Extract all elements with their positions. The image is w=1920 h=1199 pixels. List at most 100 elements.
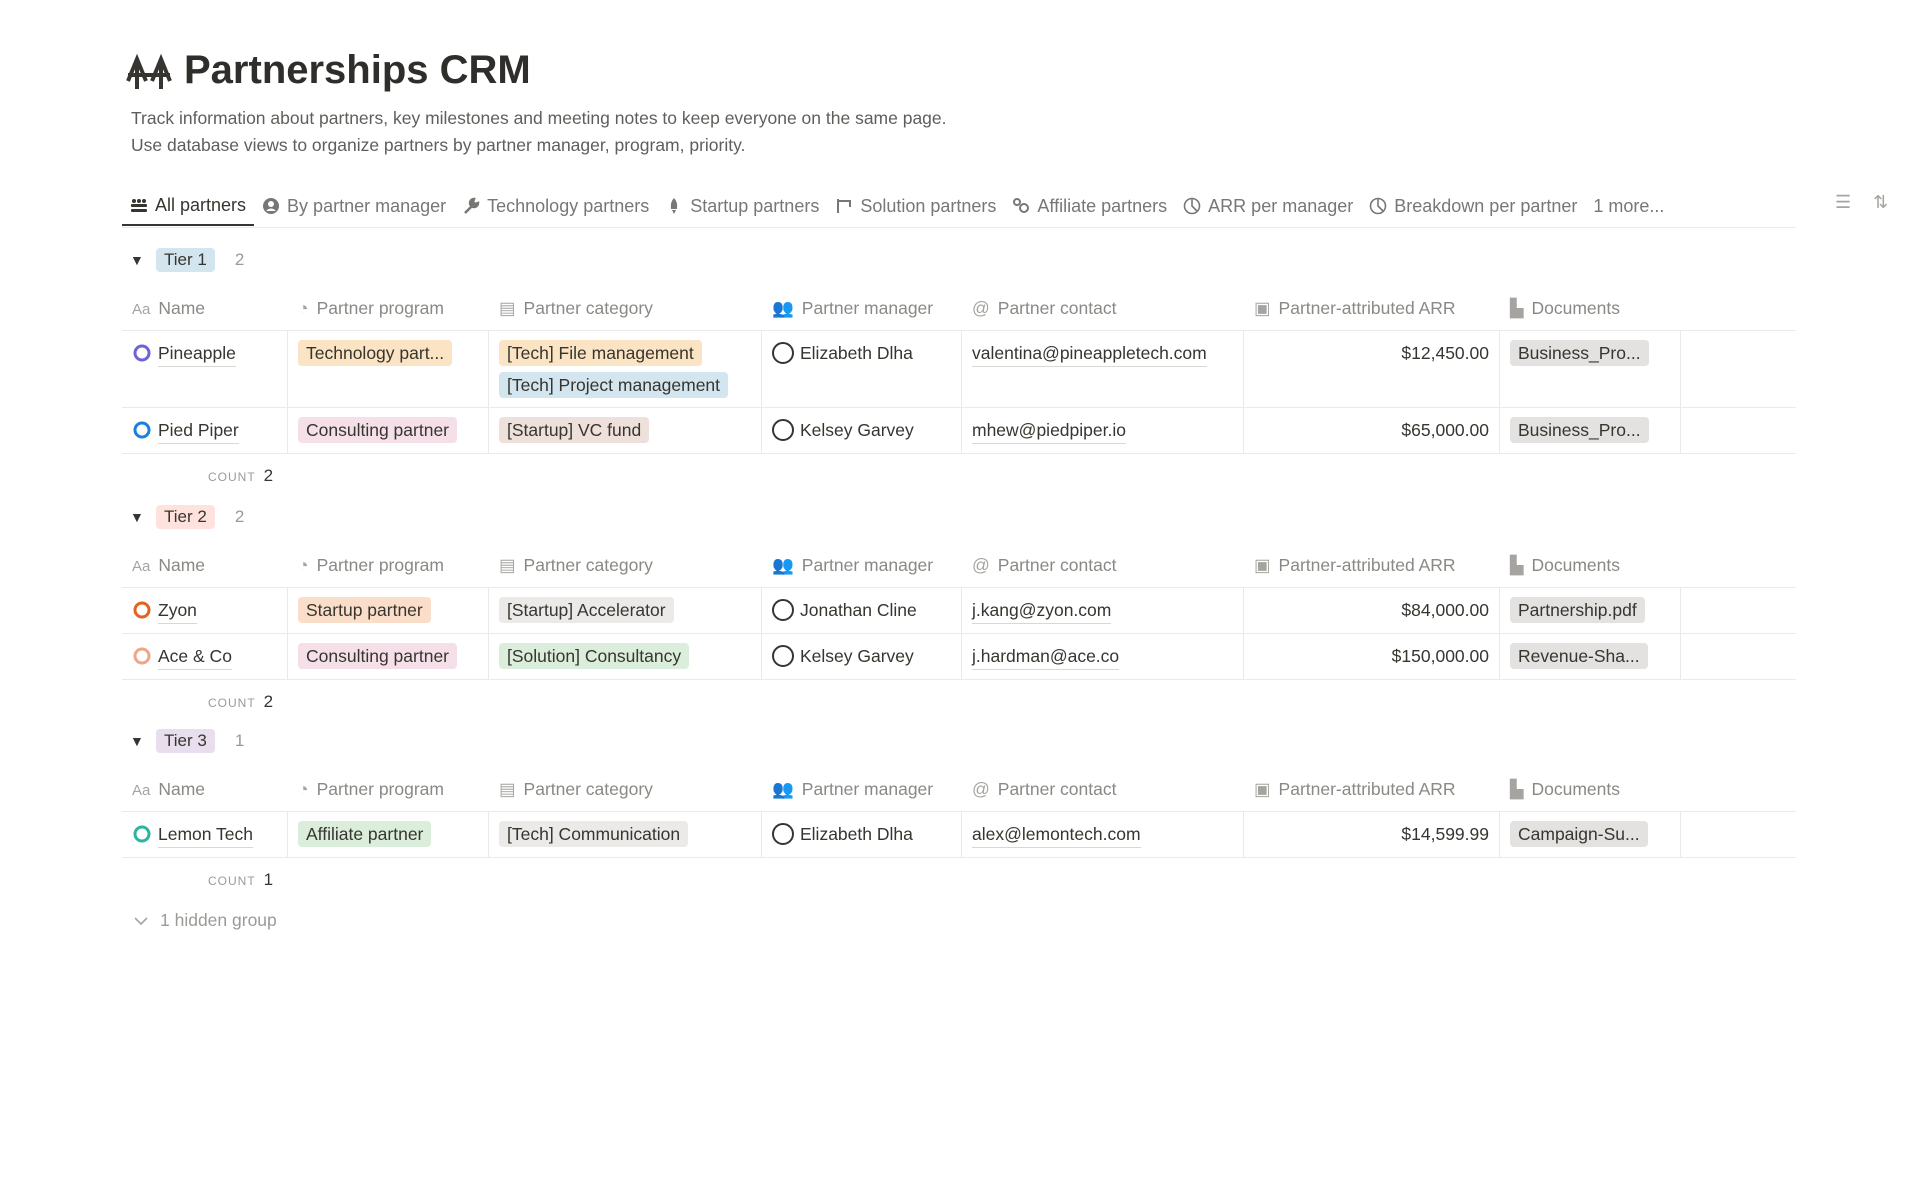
column-header[interactable]: 👥 Partner manager: [762, 768, 962, 811]
column-header[interactable]: ▤ Partner category: [489, 768, 762, 811]
column-header[interactable]: Aa Name: [122, 544, 288, 587]
arr-cell[interactable]: $65,000.00: [1244, 408, 1500, 453]
contact-email[interactable]: j.hardman@ace.co: [972, 643, 1120, 670]
table-row[interactable]: Ace & Co Consulting partner [Solution] C…: [122, 634, 1796, 680]
manager-cell[interactable]: Elizabeth Dlha: [762, 331, 962, 407]
collapse-triangle-icon[interactable]: ▼: [130, 252, 144, 268]
manager-cell[interactable]: Elizabeth Dlha: [762, 812, 962, 857]
column-header[interactable]: ◔ Partner program: [288, 287, 489, 330]
column-header[interactable]: 👥 Partner manager: [762, 544, 962, 587]
name-cell[interactable]: Ace & Co: [122, 634, 288, 679]
partner-name[interactable]: Lemon Tech: [158, 821, 254, 848]
arr-cell[interactable]: $12,450.00: [1244, 331, 1500, 407]
document-chip[interactable]: Business_Pro...: [1510, 417, 1649, 443]
contact-email[interactable]: mhew@piedpiper.io: [972, 417, 1126, 444]
contact-cell[interactable]: mhew@piedpiper.io: [962, 408, 1244, 453]
tab-breakdown-per-partner[interactable]: Breakdown per partner: [1361, 186, 1585, 226]
arr-cell[interactable]: $84,000.00: [1244, 588, 1500, 633]
category-cell[interactable]: [Solution] Consultancy: [489, 634, 762, 679]
table-row[interactable]: Pineapple Technology part... [Tech] File…: [122, 331, 1796, 408]
documents-cell[interactable]: Campaign-Su...: [1500, 812, 1681, 857]
contact-email[interactable]: j.kang@zyon.com: [972, 597, 1112, 624]
tab-solution-partners[interactable]: Solution partners: [827, 186, 1004, 226]
column-header[interactable]: ◔ Partner program: [288, 768, 489, 811]
tier-tag[interactable]: Tier 3: [156, 729, 215, 753]
manager-cell[interactable]: Jonathan Cline: [762, 588, 962, 633]
arr-value: $84,000.00: [1401, 600, 1489, 620]
column-header[interactable]: Aa Name: [122, 768, 288, 811]
name-cell[interactable]: Zyon: [122, 588, 288, 633]
contact-cell[interactable]: j.hardman@ace.co: [962, 634, 1244, 679]
program-cell[interactable]: Affiliate partner: [288, 812, 489, 857]
contact-cell[interactable]: j.kang@zyon.com: [962, 588, 1244, 633]
category-cell[interactable]: [Startup] Accelerator: [489, 588, 762, 633]
arr-cell[interactable]: $14,599.99: [1244, 812, 1500, 857]
table-row[interactable]: Lemon Tech Affiliate partner [Tech] Comm…: [122, 812, 1796, 858]
tier-tag[interactable]: Tier 2: [156, 505, 215, 529]
documents-cell[interactable]: Partnership.pdf: [1500, 588, 1681, 633]
table-row[interactable]: Zyon Startup partner [Startup] Accelerat…: [122, 588, 1796, 634]
hidden-group-toggle[interactable]: 1 hidden group: [132, 910, 277, 931]
manager-cell[interactable]: Kelsey Garvey: [762, 408, 962, 453]
tier-group: ▼ Tier 1 2 Aa Name ◔ Partner program ▤ Partner c…: [122, 244, 1796, 486]
program-cell[interactable]: Startup partner: [288, 588, 489, 633]
category-cell[interactable]: [Tech] Communication: [489, 812, 762, 857]
document-chip[interactable]: Revenue-Sha...: [1510, 643, 1648, 669]
tab-arr-per-manager[interactable]: ARR per manager: [1175, 186, 1361, 226]
program-cell[interactable]: Technology part...: [288, 331, 489, 407]
partner-name[interactable]: Pineapple: [158, 340, 236, 367]
contact-email[interactable]: alex@lemontech.com: [972, 821, 1141, 848]
count-label: COUNT: [208, 696, 256, 710]
column-header[interactable]: Aa Name: [122, 287, 288, 330]
name-cell[interactable]: Lemon Tech: [122, 812, 288, 857]
category-cell[interactable]: [Tech] File management [Tech] Project man…: [489, 331, 762, 407]
column-header[interactable]: ◔ Partner program: [288, 544, 489, 587]
column-header[interactable]: ▣ Partner-attributed ARR: [1244, 768, 1500, 811]
collapse-triangle-icon[interactable]: ▼: [130, 509, 144, 525]
tab-technology-partners[interactable]: Technology partners: [454, 186, 657, 226]
manager-cell[interactable]: Kelsey Garvey: [762, 634, 962, 679]
table-row[interactable]: Pied Piper Consulting partner [Startup] …: [122, 408, 1796, 454]
tab-affiliate-partners[interactable]: Affiliate partners: [1004, 186, 1175, 226]
tab-startup-partners[interactable]: Startup partners: [657, 186, 827, 226]
document-chip[interactable]: Partnership.pdf: [1510, 597, 1645, 623]
partner-name[interactable]: Zyon: [158, 597, 197, 624]
partner-name[interactable]: Pied Piper: [158, 417, 239, 444]
document-chip[interactable]: Campaign-Su...: [1510, 821, 1648, 847]
name-cell[interactable]: Pied Piper: [122, 408, 288, 453]
category-cell[interactable]: [Startup] VC fund: [489, 408, 762, 453]
documents-cell[interactable]: Business_Pro...: [1500, 408, 1681, 453]
tier-tag[interactable]: Tier 1: [156, 248, 215, 272]
column-header[interactable]: 👥 Partner manager: [762, 287, 962, 330]
column-header[interactable]: @ Partner contact: [962, 768, 1244, 811]
column-header[interactable]: ▤ Partner category: [489, 544, 762, 587]
column-header[interactable]: ▙ Documents: [1500, 768, 1681, 811]
contact-cell[interactable]: valentina@pineappletech.com: [962, 331, 1244, 407]
partner-name[interactable]: Ace & Co: [158, 643, 232, 670]
program-cell[interactable]: Consulting partner: [288, 408, 489, 453]
document-chip[interactable]: Business_Pro...: [1510, 340, 1649, 366]
column-header[interactable]: @ Partner contact: [962, 287, 1244, 330]
column-header[interactable]: ▤ Partner category: [489, 287, 762, 330]
people-icon: [130, 196, 148, 214]
program-cell[interactable]: Consulting partner: [288, 634, 489, 679]
group-header: ▼ Tier 2 2: [122, 501, 1796, 533]
filter-icon[interactable]: ☰: [1835, 192, 1852, 212]
column-header[interactable]: ▣ Partner-attributed ARR: [1244, 287, 1500, 330]
column-header[interactable]: ▣ Partner-attributed ARR: [1244, 544, 1500, 587]
collapse-triangle-icon[interactable]: ▼: [130, 733, 144, 749]
contact-cell[interactable]: alex@lemontech.com: [962, 812, 1244, 857]
arr-cell[interactable]: $150,000.00: [1244, 634, 1500, 679]
tab-1-more-[interactable]: 1 more...: [1585, 186, 1672, 226]
name-cell[interactable]: Pineapple: [122, 331, 288, 407]
column-header[interactable]: @ Partner contact: [962, 544, 1244, 587]
tab-label: ARR per manager: [1208, 195, 1354, 216]
sort-icon[interactable]: ⇅: [1873, 192, 1889, 212]
column-header[interactable]: ▙ Documents: [1500, 544, 1681, 587]
column-header[interactable]: ▙ Documents: [1500, 287, 1681, 330]
tab-all-partners[interactable]: All partners: [122, 186, 255, 226]
tab-by-partner-manager[interactable]: By partner manager: [254, 186, 454, 226]
documents-cell[interactable]: Business_Pro...: [1500, 331, 1681, 407]
contact-email[interactable]: valentina@pineappletech.com: [972, 340, 1207, 367]
documents-cell[interactable]: Revenue-Sha...: [1500, 634, 1681, 679]
